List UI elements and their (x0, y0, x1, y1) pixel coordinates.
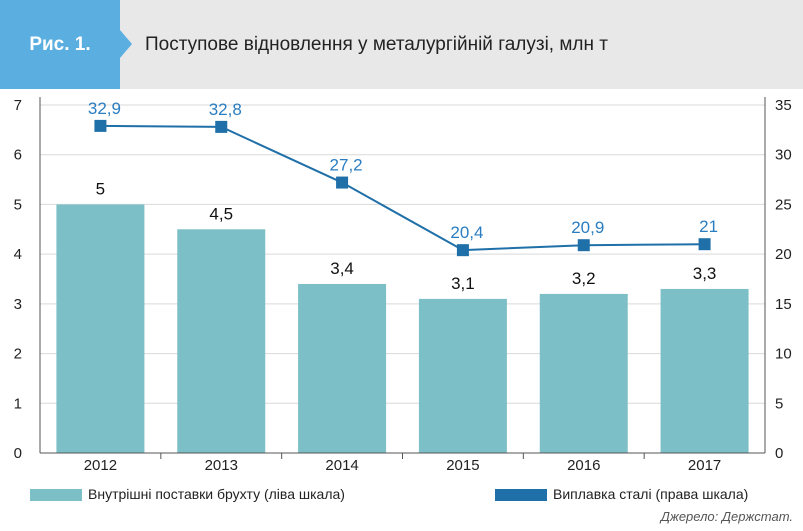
bar-data-label: 5 (96, 179, 105, 198)
badge-arrow-icon (120, 30, 132, 58)
x-tick-label: 2013 (205, 457, 238, 474)
line-data-label: 20,9 (571, 218, 604, 237)
x-tick-label: 2014 (325, 457, 358, 474)
y-left-tick-label: 1 (14, 395, 22, 412)
bar-data-label: 3,4 (330, 259, 354, 278)
line-data-label: 32,9 (88, 99, 121, 118)
y-left-tick-label: 7 (14, 97, 22, 114)
source-note: Джерело: Держстат. (660, 509, 793, 524)
bar (56, 204, 145, 453)
line-point (215, 120, 228, 133)
bar (177, 229, 266, 453)
y-left-tick-label: 2 (14, 346, 22, 363)
y-right-tick-label: 20 (775, 246, 792, 263)
legend-swatch-bars (30, 489, 82, 502)
figure-header: Рис. 1. Поступове відновлення у металург… (0, 0, 803, 89)
line-point (456, 244, 469, 257)
figure-label: Рис. 1. (29, 34, 91, 55)
y-left-tick-label: 3 (14, 296, 22, 313)
line-data-label: 27,2 (330, 156, 363, 175)
y-right-tick-label: 15 (775, 296, 792, 313)
legend-item-bars: Внутрішні поставки брухту (ліва шкала) (30, 486, 345, 502)
y-left-tick-label: 6 (14, 147, 22, 164)
y-left-tick-label: 0 (14, 445, 22, 462)
y-right-tick-label: 35 (775, 97, 792, 114)
x-tick-label: 2016 (567, 457, 600, 474)
x-tick-label: 2015 (446, 457, 479, 474)
chart-title: Поступове відновлення у металургійній га… (145, 34, 608, 55)
line-data-label: 20,4 (450, 223, 483, 242)
bar-data-label: 3,1 (451, 274, 475, 293)
line-point (336, 176, 349, 189)
bar (418, 298, 507, 453)
y-right-tick-label: 5 (775, 395, 783, 412)
legend-label-bars: Внутрішні поставки брухту (ліва шкала) (88, 486, 345, 502)
figure-badge (0, 0, 120, 89)
bar (298, 283, 387, 453)
legend-swatch-line (495, 489, 547, 502)
bar-data-label: 3,2 (572, 269, 596, 288)
steel-line (100, 124, 705, 252)
y-left-tick-label: 4 (14, 246, 22, 263)
y-right-tick-label: 10 (775, 346, 792, 363)
y-right-tick-label: 30 (775, 147, 792, 164)
bar (539, 293, 628, 453)
line-data-label: 32,8 (209, 100, 242, 119)
x-tick-label: 2017 (688, 457, 721, 474)
y-right-tick-label: 0 (775, 445, 783, 462)
legend-item-line: Виплавка сталі (права шкала) (495, 486, 748, 502)
bar-data-label: 3,3 (693, 264, 717, 283)
line-point (94, 119, 107, 132)
line-point (698, 238, 711, 251)
line-point (577, 239, 590, 252)
bar-data-label: 4,5 (209, 204, 233, 223)
bar (660, 288, 749, 453)
y-left-tick-label: 5 (14, 196, 22, 213)
line-data-label: 21 (699, 217, 718, 236)
legend-label-line: Виплавка сталі (права шкала) (553, 486, 749, 502)
y-right-tick-label: 25 (775, 196, 792, 213)
x-tick-label: 2012 (84, 457, 117, 474)
